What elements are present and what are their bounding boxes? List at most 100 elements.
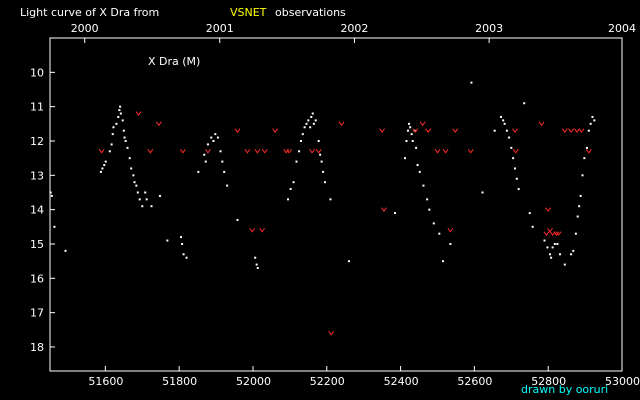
observation-point	[549, 253, 552, 256]
observation-series	[49, 81, 596, 270]
y-tick-label: 16	[30, 272, 44, 285]
observation-point	[121, 119, 124, 122]
observation-point	[579, 194, 582, 197]
credit-label: drawn by ooruri	[521, 383, 608, 396]
observation-point	[512, 157, 515, 160]
y-tick-label: 18	[30, 341, 44, 354]
observation-point	[570, 253, 573, 256]
observation-point	[216, 136, 219, 139]
observation-point	[117, 115, 120, 118]
upper-limit-point	[574, 128, 580, 134]
observation-point	[581, 174, 584, 177]
upper-limit-point	[379, 128, 386, 134]
observation-point	[314, 119, 317, 122]
observation-point	[416, 164, 419, 167]
upper-limit-point	[249, 227, 256, 233]
year-label: 2003	[475, 22, 503, 35]
observation-point	[405, 139, 408, 142]
observation-point	[505, 129, 508, 132]
observation-point	[591, 115, 594, 118]
observation-point	[578, 205, 581, 208]
observation-point	[312, 122, 315, 125]
observation-point	[255, 263, 258, 266]
observation-point	[550, 256, 553, 259]
upper-limit-point	[412, 128, 419, 134]
observation-point	[49, 191, 52, 194]
observation-point	[559, 253, 562, 256]
upper-limit-point	[259, 227, 266, 233]
x-tick-label: 52600	[457, 375, 492, 388]
x-tick-label: 51800	[162, 375, 197, 388]
upper-limit-point	[512, 128, 518, 134]
observation-point	[528, 212, 531, 215]
upper-limit-point	[452, 128, 459, 134]
upper-limit-point	[555, 231, 562, 237]
upper-limit-point	[512, 148, 519, 154]
upper-limit-point	[328, 330, 335, 336]
observation-point	[410, 133, 413, 136]
observation-point	[510, 146, 513, 149]
observation-point	[111, 133, 114, 136]
observation-point	[574, 232, 577, 235]
observation-point	[409, 126, 412, 129]
observation-point	[141, 205, 144, 208]
observation-point	[50, 194, 53, 197]
chart-title-highlight: VSNET	[230, 6, 267, 19]
observation-point	[99, 170, 102, 173]
observation-point	[572, 249, 575, 252]
observation-point	[256, 267, 259, 270]
observation-point	[203, 153, 206, 156]
observation-point	[408, 122, 411, 125]
observation-point	[144, 191, 147, 194]
observation-point	[136, 191, 139, 194]
observation-point	[292, 181, 295, 184]
upper-limit-point	[205, 148, 211, 154]
observation-point	[112, 126, 115, 129]
observation-point	[289, 188, 292, 191]
upper-limit-point	[553, 231, 560, 237]
observation-point	[531, 225, 534, 228]
observation-point	[307, 119, 310, 122]
upper-limit-point	[261, 148, 268, 154]
upper-limit-point	[538, 121, 545, 127]
upper-limit-point	[442, 148, 449, 154]
year-label: 2001	[206, 22, 234, 35]
observation-point	[122, 129, 125, 132]
upper-limit-point	[545, 207, 552, 213]
observation-point	[115, 122, 118, 125]
upper-limit-point	[272, 128, 279, 134]
observation-point	[103, 164, 106, 167]
y-tick-label: 11	[30, 101, 44, 114]
observation-point	[576, 215, 579, 218]
observation-point	[508, 136, 511, 139]
observation-point	[118, 109, 121, 112]
observation-point	[130, 167, 133, 170]
observation-point	[64, 249, 67, 252]
chart-title-prefix: Light curve of X Dra from	[20, 6, 159, 19]
upper-limit-point	[244, 148, 251, 154]
y-tick-label: 12	[30, 135, 44, 148]
observation-point	[543, 239, 546, 242]
observation-point	[310, 115, 313, 118]
upper-limit-point	[561, 128, 568, 134]
upper-limit-series	[98, 111, 592, 336]
upper-limit-point	[381, 207, 387, 213]
observation-point	[128, 157, 131, 160]
observation-point	[108, 150, 111, 153]
x-tick-label: 51600	[88, 375, 123, 388]
observation-point	[311, 112, 314, 115]
plot-frame	[49, 37, 623, 372]
observation-point	[551, 246, 554, 249]
observation-point	[298, 150, 301, 153]
observation-point	[503, 122, 506, 125]
observation-point	[449, 242, 452, 245]
observation-point	[133, 181, 136, 184]
observation-point	[287, 198, 290, 201]
x-tick-label: 53000	[605, 375, 640, 388]
chart-title-suffix: observations	[275, 6, 346, 19]
observation-point	[124, 139, 127, 142]
observation-point	[428, 208, 431, 211]
observation-point	[502, 119, 505, 122]
observation-point	[323, 181, 326, 184]
